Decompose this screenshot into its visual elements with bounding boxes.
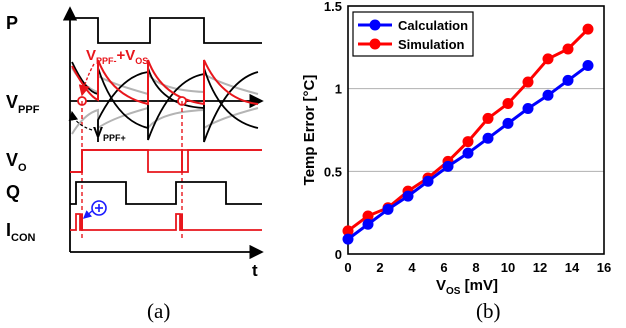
x-tick-label: 4 bbox=[408, 260, 416, 275]
legend-label-simulation: Simulation bbox=[398, 37, 465, 52]
caption-a: (a) bbox=[147, 299, 170, 323]
data-point-calculation bbox=[562, 74, 574, 86]
x-tick-label: 10 bbox=[501, 260, 515, 275]
data-point-calculation bbox=[462, 147, 474, 159]
y-tick-labels: 0 0.5 1 1.5 bbox=[324, 0, 342, 262]
data-point-calculation bbox=[342, 233, 354, 245]
caption-b: (b) bbox=[476, 299, 501, 323]
vo-waveform-trace bbox=[70, 149, 262, 173]
y-tick-label: 1 bbox=[335, 82, 342, 97]
data-point-simulation bbox=[482, 112, 494, 124]
data-point-simulation bbox=[502, 98, 514, 110]
y-tick-label: 0.5 bbox=[324, 164, 342, 179]
legend-marker-calculation bbox=[369, 19, 381, 31]
x-tick-label: 2 bbox=[376, 260, 383, 275]
data-point-calculation bbox=[422, 175, 434, 187]
chart-grid bbox=[348, 88, 604, 172]
data-point-simulation bbox=[582, 23, 594, 35]
icon-pulse-1 bbox=[80, 214, 83, 230]
label-vppf-minus-vos: VPPF-+VOS bbox=[86, 47, 148, 66]
x-tick-label: 8 bbox=[472, 260, 479, 275]
label-vppf: VPPF bbox=[6, 92, 40, 116]
q-waveform bbox=[70, 181, 262, 205]
data-point-calculation bbox=[442, 160, 454, 172]
label-vppf-plus: VPPF+ bbox=[93, 124, 126, 143]
vppf-minus-base-curve bbox=[97, 70, 259, 143]
arrow-vppf-minus-vos bbox=[78, 63, 95, 97]
x-tick-label: 14 bbox=[565, 260, 580, 275]
arrow-vppf-plus bbox=[68, 110, 93, 131]
data-point-calculation bbox=[582, 60, 594, 72]
x-tick-label: 16 bbox=[597, 260, 611, 275]
y-tick-label: 1.5 bbox=[324, 0, 342, 14]
label-p: P bbox=[6, 13, 18, 33]
vo-waveform bbox=[70, 149, 262, 173]
data-point-simulation bbox=[362, 210, 374, 222]
data-point-simulation bbox=[462, 136, 474, 148]
data-point-simulation bbox=[562, 43, 574, 55]
label-t: t bbox=[252, 261, 258, 280]
x-tick-label: 12 bbox=[533, 260, 547, 275]
icon-pulse-2 bbox=[180, 214, 183, 230]
legend-label-calculation: Calculation bbox=[398, 18, 468, 33]
label-icon: ICON bbox=[6, 220, 36, 244]
data-point-simulation bbox=[542, 53, 554, 65]
plot-frame bbox=[347, 5, 605, 255]
data-point-simulation bbox=[522, 76, 534, 88]
x-tick-label: 0 bbox=[344, 260, 351, 275]
x-axis-label: VOS [mV] bbox=[436, 277, 498, 297]
chart-series bbox=[342, 23, 594, 245]
data-point-calculation bbox=[542, 89, 554, 101]
data-point-calculation bbox=[522, 103, 534, 115]
data-point-calculation bbox=[482, 132, 494, 144]
x-tick-labels: 0 2 4 6 8 10 12 14 16 bbox=[344, 260, 611, 275]
y-axis-label: Temp Error [°C] bbox=[301, 75, 318, 186]
data-point-calculation bbox=[382, 203, 394, 215]
temp-error-chart: 0 0.5 1 1.5 0 2 4 6 8 10 12 14 16 Temp Error [°C] V… bbox=[301, 0, 611, 323]
p-waveform bbox=[70, 17, 262, 44]
data-point-calculation bbox=[502, 117, 514, 129]
vppf-minus-vos-curve bbox=[71, 59, 259, 106]
label-q: Q bbox=[6, 182, 20, 202]
icon-waveform bbox=[70, 213, 262, 231]
legend-marker-simulation bbox=[369, 38, 381, 50]
data-point-simulation bbox=[342, 225, 354, 237]
data-point-calculation bbox=[362, 218, 374, 230]
timing-diagram: P VPPF VO Q ICON t VPPF-+VOS VPP bbox=[6, 6, 264, 323]
chart-legend: Calculation Simulation bbox=[352, 11, 474, 57]
x-tick-label: 6 bbox=[440, 260, 447, 275]
label-vo: VO bbox=[6, 150, 27, 174]
y-tick-label: 0 bbox=[335, 247, 342, 262]
data-point-calculation bbox=[402, 190, 414, 202]
plus-arrow bbox=[82, 210, 93, 219]
